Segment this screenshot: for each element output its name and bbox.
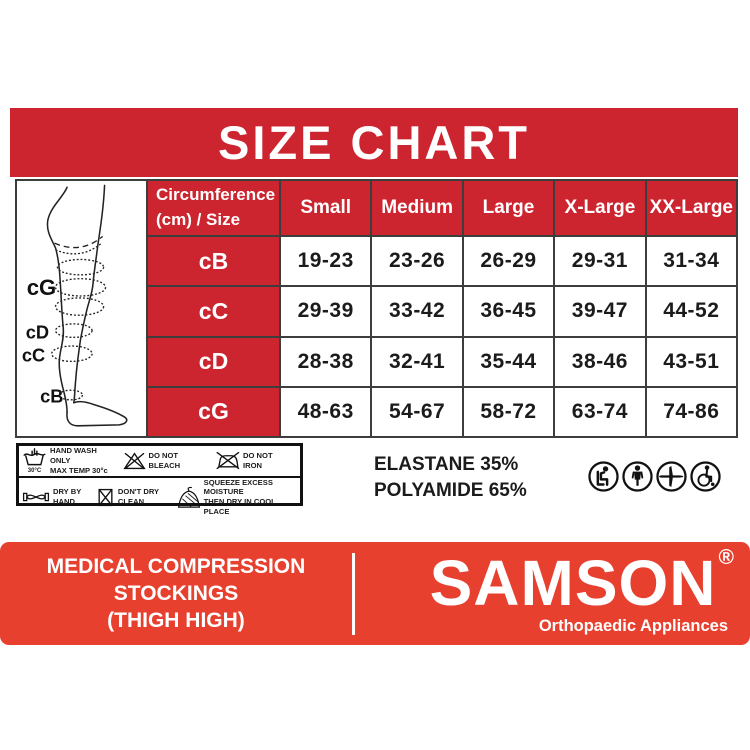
standing-person-icon [622,461,653,492]
value-cg-xx-large: 74-86 [646,387,736,436]
value-cd-large: 35-44 [463,337,554,386]
product-name: MEDICAL COMPRESSION STOCKINGS (THIGH HIG… [46,554,306,633]
care-item-dont-dry-clean: DON'T DRY CLEAN [96,487,173,508]
hand-wash-temp: 30°C [27,467,42,474]
value-cg-small: 48-63 [281,387,371,436]
registered-mark: ® [718,546,734,569]
care-item-hand-wash: 30°C HAND WASH ONLY MAX TEMP 30°c [22,446,119,476]
care-row-1: 30°C HAND WASH ONLY MAX TEMP 30°c DO NOT… [19,446,300,478]
care-label-do-not-iron: DO NOT IRON [243,450,273,470]
care-instructions-box: 30°C HAND WASH ONLY MAX TEMP 30°c DO NOT… [16,443,303,516]
care-label-do-not-bleach: DO NOT BLEACH [148,450,181,470]
care-label-hand-wash: HAND WASH ONLY MAX TEMP 30°c [50,446,108,475]
value-cc-xx-large: 44-52 [646,287,736,336]
leg-label-cb: cB [40,386,63,407]
page-title: SIZE CHART [218,116,530,169]
composition-text: ELASTANE 35% POLYAMIDE 65% [374,452,527,503]
care-label-dont-dry-clean: DON'T DRY CLEAN [117,487,159,507]
leg-drawing: cG cD cC cB [22,184,128,427]
care-label-squeeze-dry: SQUEEZE EXCESS MOISTURE THEN DRY IN COOL… [203,477,276,517]
value-cb-x-large: 29-31 [555,237,645,286]
wring-dry-icon [22,489,50,505]
value-cg-medium: 54-67 [372,387,462,436]
value-cc-small: 29-39 [281,287,371,336]
size-chart-banner: SIZE CHART [10,108,738,177]
value-cc-x-large: 39-47 [555,287,645,336]
leg-label-cc: cC [22,344,45,365]
footer-divider [352,552,355,635]
value-cb-small: 19-23 [281,237,371,286]
row-label-cd: cD [148,337,279,386]
column-header-xx-large: XX-Large [646,181,736,235]
do-not-bleach-icon [122,451,146,471]
product-name-block: MEDICAL COMPRESSION STOCKINGS (THIGH HIG… [0,553,352,635]
care-item-dry-by-hand: DRY BY HAND [22,487,92,507]
brand-logo: SAMSON [429,547,717,619]
value-cb-large: 26-29 [463,237,554,286]
care-row-2: DRY BY HAND DON'T DRY CLEAN [19,478,300,517]
wheelchair-icon [690,461,721,492]
value-cd-medium: 32-41 [372,337,462,386]
value-cd-xx-large: 43-51 [646,337,736,386]
value-cc-medium: 33-42 [372,287,462,336]
brand-block: SAMSON ® Orthopaedic Appliances [355,547,750,636]
do-not-dry-clean-icon [96,487,115,508]
row-label-cc: cC [148,287,279,336]
usage-icons [587,460,722,493]
care-item-squeeze-dry: SQUEEZE EXCESS MOISTURE THEN DRY IN COOL… [177,478,293,517]
row-label-cg: cG [148,387,279,436]
brand-tagline: Orthopaedic Appliances [538,617,728,635]
leg-label-cd: cD [26,321,49,342]
value-cb-xx-large: 31-34 [646,237,736,286]
column-header-x-large: X-Large [555,181,645,235]
value-cc-large: 36-45 [463,287,554,336]
value-cg-large: 58-72 [463,387,554,436]
elastane-line: ELASTANE 35% [374,454,519,475]
column-header-medium: Medium [372,181,462,235]
table-corner-header: Circumference (cm) / Size [148,181,279,235]
footer-banner: MEDICAL COMPRESSION STOCKINGS (THIGH HIG… [0,542,750,645]
row-label-cb: cB [148,237,279,286]
polyamide-line: POLYAMIDE 65% [374,479,527,501]
airplane-icon [656,461,687,492]
hand-wash-icon: 30°C [22,447,47,474]
column-header-small: Small [281,181,371,235]
value-cb-medium: 23-26 [372,237,462,286]
value-cd-small: 28-38 [281,337,371,386]
sitting-person-icon [588,461,619,492]
size-table: cG cD cC cB Circumference (cm) / Size Sm… [15,179,738,438]
drip-dry-icon [177,486,201,509]
leg-measurement-diagram: cG cD cC cB [17,181,146,436]
leg-label-cg: cG [27,275,57,300]
care-item-do-not-iron: DO NOT IRON [215,451,293,471]
care-label-dry-by-hand: DRY BY HAND [53,487,82,507]
do-not-iron-icon [215,451,240,470]
value-cd-x-large: 38-46 [555,337,645,386]
value-cg-x-large: 63-74 [555,387,645,436]
care-item-do-not-bleach: DO NOT BLEACH [122,450,212,471]
column-header-large: Large [463,181,554,235]
